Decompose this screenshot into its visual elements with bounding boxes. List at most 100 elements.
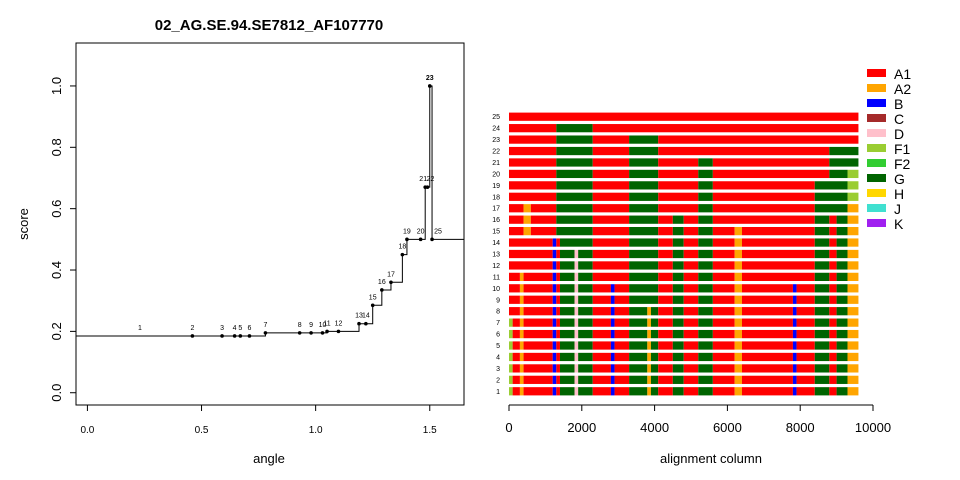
mosaic-segment: [574, 387, 579, 396]
x-tick-label: 1.0: [309, 425, 323, 436]
mosaic-segment: [578, 375, 593, 384]
mosaic-segment: [592, 284, 611, 293]
mosaic-segment: [509, 352, 513, 362]
mosaic-row: [509, 284, 859, 293]
mosaic-segment: [734, 295, 742, 304]
mosaic-segment: [614, 284, 630, 293]
mosaic-segment: [847, 387, 859, 396]
step-point: [297, 331, 302, 335]
mosaic-segment: [523, 329, 553, 339]
mosaic-segment: [734, 272, 742, 281]
mosaic-segment: [629, 204, 659, 213]
mosaic-segment: [592, 261, 630, 270]
row-label: 14: [492, 240, 500, 247]
mosaic-segment: [658, 158, 699, 167]
legend-label: K: [894, 216, 904, 232]
mosaic-segment: [698, 375, 713, 384]
mosaic-segment: [698, 192, 713, 201]
mosaic-segment: [509, 215, 524, 224]
mosaic-segment: [578, 307, 593, 316]
mosaic-segment: [814, 307, 830, 316]
legend-label: J: [894, 201, 901, 217]
mosaic-segment: [658, 318, 673, 327]
mosaic-segment: [556, 341, 560, 350]
mosaic-segment: [712, 284, 735, 293]
mosaic-segment: [629, 272, 659, 281]
mosaic-segment: [614, 375, 630, 384]
mosaic-segment: [574, 364, 579, 373]
mosaic-segment: [683, 318, 699, 327]
mosaic-segment: [734, 284, 742, 293]
mosaic-segment: [847, 215, 859, 224]
mosaic-segment: [712, 261, 735, 270]
step-point: [320, 331, 325, 335]
mosaic-segment: [509, 124, 557, 133]
mosaic-segment: [523, 284, 553, 293]
mosaic-segment: [629, 387, 648, 396]
mosaic-segment: [658, 284, 673, 293]
mosaic-segment: [792, 284, 797, 293]
mosaic-segment: [650, 329, 659, 339]
mosaic-segment: [847, 341, 859, 350]
mosaic-segment: [629, 158, 659, 167]
mosaic-segment: [556, 329, 560, 339]
mosaic-segment: [683, 215, 699, 224]
mosaic-segment: [523, 318, 553, 327]
mosaic-row: [509, 146, 859, 156]
mosaic-segment: [509, 261, 553, 270]
mosaic-segment: [712, 169, 830, 179]
mosaic-segment: [847, 307, 859, 316]
mosaic-segment: [629, 146, 659, 156]
mosaic-segment: [614, 318, 630, 327]
mosaic-segment: [829, 227, 837, 236]
mosaic-segment: [592, 364, 611, 373]
mosaic-segment: [559, 307, 575, 316]
step-point: [309, 331, 313, 335]
step-point: [238, 334, 243, 338]
mosaic-segment: [698, 158, 713, 167]
mosaic-segment: [650, 341, 659, 350]
mosaic-segment: [556, 387, 560, 396]
mosaic-segment: [698, 169, 713, 179]
mosaic-segment: [556, 204, 593, 213]
mosaic-segment: [658, 215, 673, 224]
x-tick-label: 6000: [713, 420, 742, 435]
mosaic-segment: [552, 249, 557, 259]
point-label: 4: [233, 325, 237, 332]
mosaic-segment: [578, 272, 593, 281]
mosaic-segment: [578, 352, 593, 362]
mosaic-segment: [519, 307, 524, 316]
mosaic-segment: [523, 352, 553, 362]
mosaic-segment: [658, 227, 673, 236]
mosaic-segment: [519, 387, 524, 396]
row-label: 11: [493, 274, 500, 281]
mosaic-segment: [552, 364, 557, 373]
mosaic-segment: [509, 158, 557, 167]
step-point: [232, 334, 237, 338]
mosaic-segment: [814, 227, 830, 236]
mosaic-segment: [629, 192, 659, 201]
row-label: 18: [492, 194, 500, 201]
mosaic-segment: [610, 329, 615, 339]
mosaic-segment: [847, 318, 859, 327]
mosaic-segment: [829, 261, 837, 270]
mosaic-segment: [647, 387, 651, 396]
mosaic-segment: [509, 307, 520, 316]
mosaic-segment: [574, 284, 579, 293]
mosaic-segment: [698, 329, 713, 339]
mosaic-segment: [610, 352, 615, 362]
mosaic-row: [509, 238, 859, 247]
mosaic-segment: [741, 249, 815, 259]
mosaic-segment: [829, 295, 837, 304]
mosaic-segment: [741, 364, 793, 373]
point-label: 17: [387, 271, 395, 278]
mosaic-segment: [672, 307, 684, 316]
point-label: 3: [220, 325, 224, 332]
legend-swatch: [867, 219, 886, 227]
point-label: 2: [190, 325, 194, 332]
row-label: 19: [492, 183, 500, 190]
mosaic-segment: [552, 261, 557, 270]
mosaic-segment: [836, 329, 848, 339]
y-tick-label: 0.2: [49, 322, 64, 340]
